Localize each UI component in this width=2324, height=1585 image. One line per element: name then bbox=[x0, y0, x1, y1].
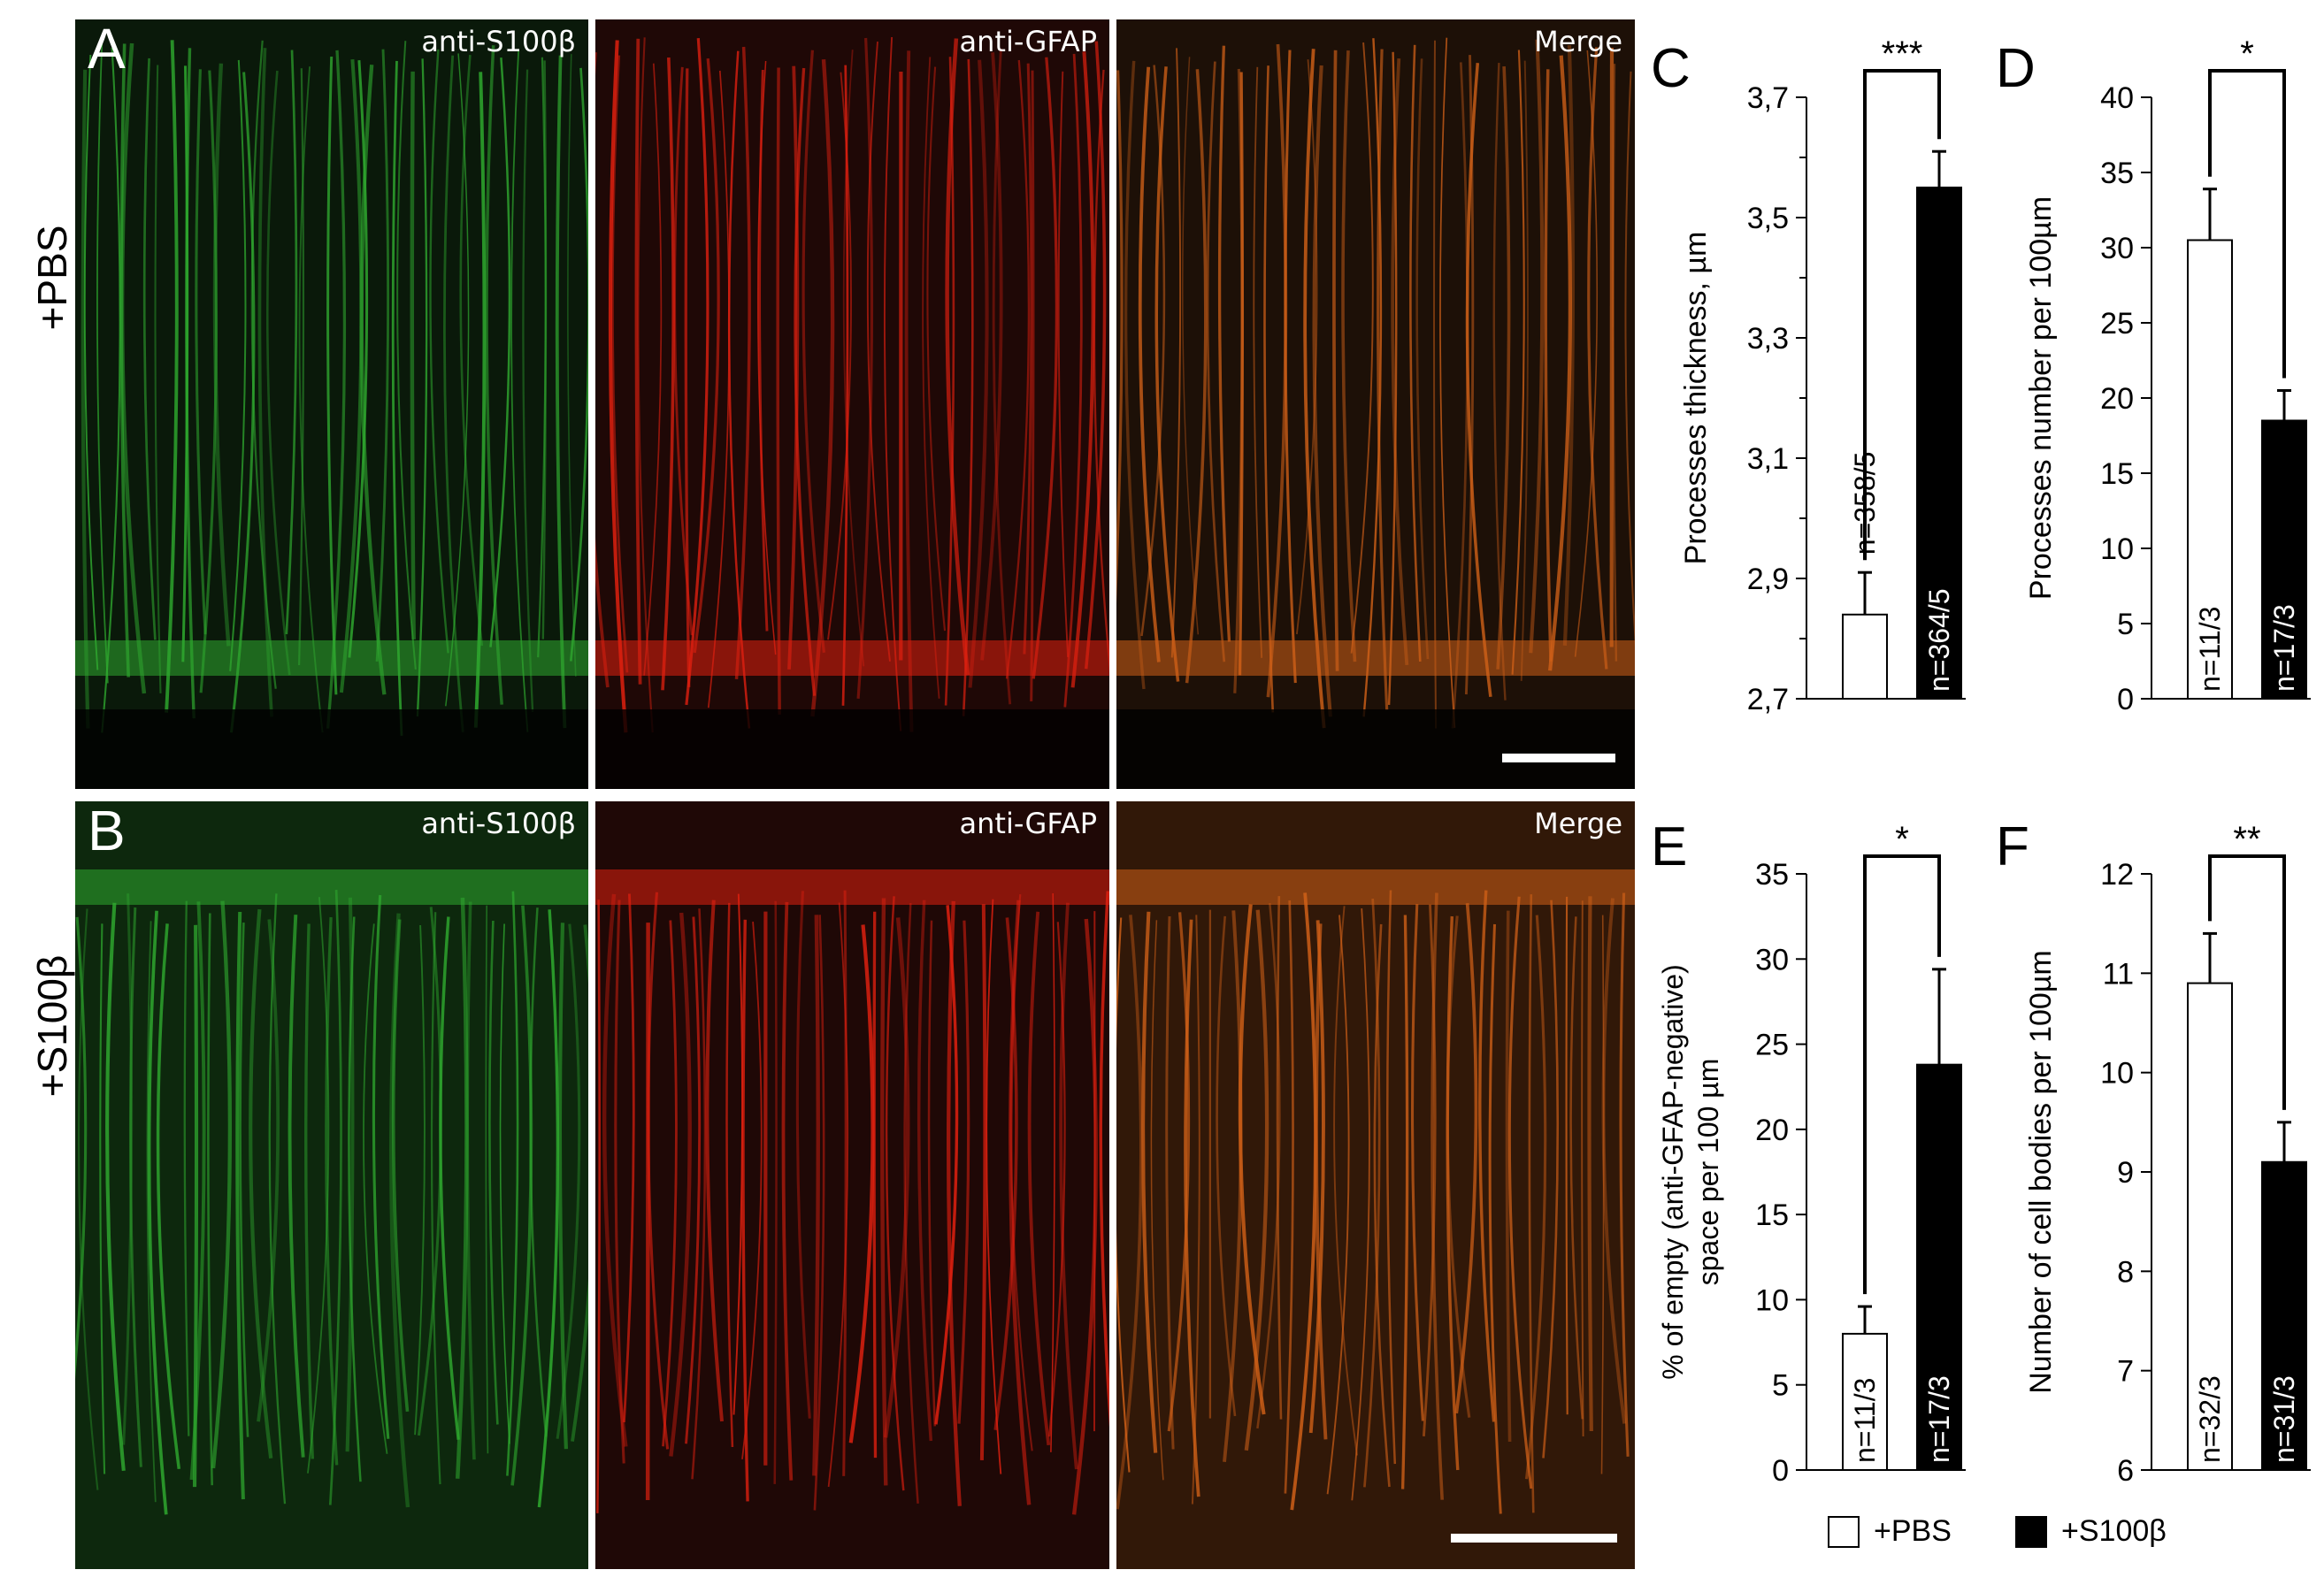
n-label: n=17/3 bbox=[2268, 604, 2300, 692]
y-tick-label: 30 bbox=[2100, 232, 2134, 265]
bar-pbs bbox=[2187, 239, 2233, 700]
y-tick-label: 5 bbox=[1772, 1369, 1789, 1403]
panel-letter-f: F bbox=[1996, 816, 2029, 877]
y-axis-label: % of empty (anti-GFAP-negative) bbox=[1657, 964, 1689, 1380]
y-tick-label: 25 bbox=[2100, 307, 2134, 341]
y-tick-label: 3,3 bbox=[1747, 322, 1789, 356]
scale-bar bbox=[1451, 1534, 1617, 1543]
row-label-s100b: +S100β bbox=[29, 954, 75, 1098]
micrograph-a-2: anti-GFAP bbox=[595, 19, 1109, 789]
row-label-pbs: +PBS bbox=[29, 225, 75, 331]
panel-letter-e: E bbox=[1651, 816, 1687, 877]
y-tick-label: 10 bbox=[2100, 1057, 2134, 1091]
bar-s100b bbox=[2261, 1160, 2307, 1471]
micrograph-label: anti-S100β bbox=[421, 807, 576, 840]
legend-pbs: +PBS bbox=[1828, 1514, 1952, 1549]
n-label: n=364/5 bbox=[1923, 588, 1955, 692]
significance-bracket bbox=[2208, 854, 2286, 1110]
y-tick-label: 12 bbox=[2100, 858, 2134, 892]
y-tick-label: 15 bbox=[1755, 1198, 1789, 1232]
panel-letter-c: C bbox=[1651, 38, 1691, 99]
n-label: n=32/3 bbox=[2194, 1375, 2226, 1463]
y-axis-label: Number of cell bodies per 100µm bbox=[2024, 950, 2058, 1394]
legend-s100b: +S100β bbox=[2015, 1514, 2167, 1549]
y-tick-label: 5 bbox=[2117, 608, 2134, 641]
panel-letter-d: D bbox=[1996, 38, 2036, 99]
micrograph-b-1: anti-S100β B bbox=[75, 801, 588, 1569]
y-tick-label: 30 bbox=[1755, 943, 1789, 976]
legend-label-s100b: +S100β bbox=[2061, 1514, 2167, 1548]
micrograph-a-1: anti-S100β A bbox=[75, 19, 588, 789]
micrograph-label: anti-GFAP bbox=[959, 25, 1098, 58]
y-tick-label: 0 bbox=[1772, 1454, 1789, 1488]
significance-stars: *** bbox=[1882, 34, 1923, 73]
micrograph-b-2: anti-GFAP bbox=[595, 801, 1109, 1569]
chart-d-processes-number: D 0 5 10 15 20 25 30 35 40 Processes number per 10… bbox=[1996, 34, 2311, 716]
y-tick-label: 7 bbox=[2117, 1355, 2134, 1389]
y-tick-label: 3,1 bbox=[1747, 442, 1789, 476]
y-tick-label: 20 bbox=[1755, 1114, 1789, 1147]
micrograph-label: Merge bbox=[1534, 807, 1622, 840]
chart-c-processes-thickness: C 2,7 2,9 3,1 3,3 3,5 3,7 Processes thickness, … bbox=[1651, 34, 1966, 716]
n-label: n=11/3 bbox=[1849, 1378, 1881, 1463]
y-tick-label: 6 bbox=[2117, 1454, 2134, 1488]
significance-bracket bbox=[1863, 854, 1941, 1295]
legend-swatch-s100b bbox=[2015, 1515, 2047, 1548]
significance-bracket bbox=[1863, 69, 1941, 561]
chart-e-empty-space: E 0 5 10 15 20 25 30 35 % of empty (anti-GFAP-neg… bbox=[1651, 816, 1966, 1488]
n-label: n=31/3 bbox=[2268, 1375, 2300, 1463]
y-tick-label: 0 bbox=[2117, 683, 2134, 716]
bar-s100b bbox=[1916, 1063, 1962, 1471]
y-tick-label: 35 bbox=[1755, 858, 1789, 892]
y-tick-label: 3,5 bbox=[1747, 202, 1789, 235]
scale-bar bbox=[1502, 754, 1615, 762]
micrograph-label: Merge bbox=[1534, 25, 1622, 58]
y-tick-label: 40 bbox=[2100, 81, 2134, 115]
y-tick-label: 25 bbox=[1755, 1029, 1789, 1062]
y-axis-label: Processes thickness, µm bbox=[1679, 232, 1713, 565]
y-tick-label: 2,7 bbox=[1747, 683, 1789, 716]
legend-label-pbs: +PBS bbox=[1874, 1514, 1952, 1548]
bar-s100b bbox=[1916, 187, 1962, 700]
significance-stars: ** bbox=[2233, 820, 2260, 859]
y-tick-label: 20 bbox=[2100, 382, 2134, 416]
y-tick-label: 10 bbox=[1755, 1283, 1789, 1317]
y-tick-label: 8 bbox=[2117, 1255, 2134, 1289]
significance-stars: * bbox=[2240, 34, 2254, 73]
micrograph-a-3: Merge bbox=[1116, 19, 1635, 789]
chart-f-cell-bodies: F 6 7 8 9 10 11 12 Number of cell bodies per 100… bbox=[1996, 816, 2311, 1488]
y-axis-label: Processes number per 100µm bbox=[2024, 196, 2058, 600]
bar-s100b bbox=[2261, 419, 2307, 700]
bar-pbs bbox=[2187, 982, 2233, 1472]
significance-stars: * bbox=[1895, 820, 1909, 859]
y-tick-label: 15 bbox=[2100, 457, 2134, 491]
legend-swatch-pbs bbox=[1828, 1515, 1860, 1548]
n-label: n=11/3 bbox=[2194, 607, 2226, 692]
y-tick-label: 9 bbox=[2117, 1156, 2134, 1190]
significance-bracket bbox=[2208, 69, 2286, 379]
y-tick-label: 10 bbox=[2100, 532, 2134, 566]
y-tick-label: 3,7 bbox=[1747, 81, 1789, 115]
bar-pbs bbox=[1842, 613, 1888, 700]
y-axis-label-line2: space per 100 µm bbox=[1692, 1059, 1724, 1286]
y-tick-label: 2,9 bbox=[1747, 563, 1789, 596]
n-label: n=17/3 bbox=[1923, 1375, 1955, 1463]
panel-letter-a: A bbox=[88, 19, 126, 80]
y-tick-label: 35 bbox=[2100, 157, 2134, 190]
micrograph-label: anti-S100β bbox=[421, 25, 576, 58]
y-tick-label: 11 bbox=[2103, 957, 2134, 991]
micrograph-label: anti-GFAP bbox=[959, 807, 1098, 840]
panel-letter-b: B bbox=[88, 801, 126, 862]
micrograph-b-3: Merge bbox=[1116, 801, 1635, 1569]
